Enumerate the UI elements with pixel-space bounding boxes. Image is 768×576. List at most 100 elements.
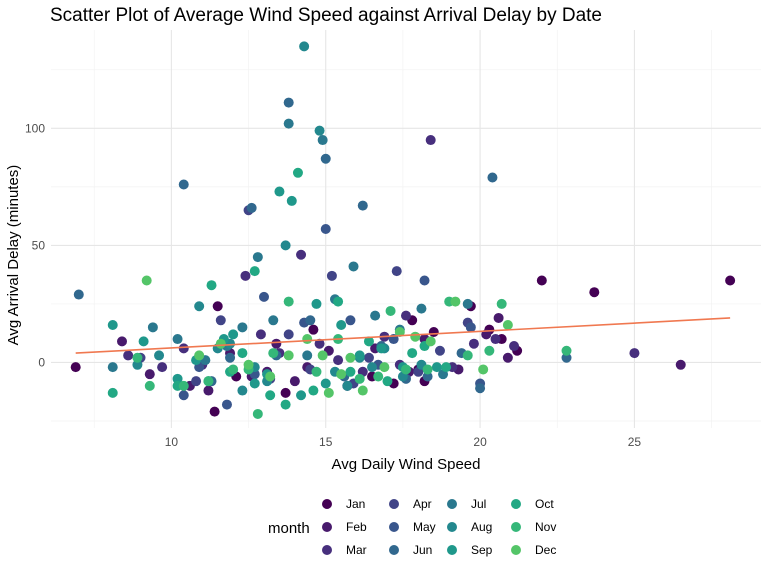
x-tick-label: 25 [628,435,642,449]
data-point-oct [249,266,260,277]
legend-label-aug: Aug [471,520,492,534]
data-point-dec [345,352,356,363]
data-point-nov [178,380,189,391]
data-point-oct [407,348,418,359]
data-point-sep [320,378,331,389]
data-point-nov [385,305,396,316]
data-point-mar [425,135,436,146]
data-point-aug [132,359,143,370]
data-point-jan [536,275,547,286]
data-point-nov [144,380,155,391]
data-point-feb [117,336,127,347]
data-point-jun [422,371,433,382]
data-point-jun [178,179,189,190]
legend-label-jun: Jun [413,543,432,557]
data-point-sep [431,362,442,373]
chart-title: Scatter Plot of Average Wind Speed again… [50,5,602,26]
data-point-nov [311,366,322,377]
y-tick-label: 0 [38,355,45,369]
data-point-dec [243,359,254,370]
data-point-nov [268,348,279,359]
legend-marker-oct [511,499,521,509]
data-point-jan [308,324,319,335]
legend-marker-sep [447,545,457,555]
data-point-mar [629,348,640,359]
data-point-apr [191,376,202,387]
data-point-jun [225,352,236,363]
data-point-jan [70,362,81,373]
data-point-sep [354,350,365,361]
data-point-may [221,399,232,410]
legend-label-may: May [413,520,436,534]
data-point-jul [147,322,158,333]
data-point-mar [401,310,411,321]
data-point-nov [561,345,572,356]
data-point-jun [73,289,84,300]
data-point-dec [194,350,205,361]
data-point-dec [357,385,368,396]
data-point-dec [302,334,313,345]
data-point-mar [296,249,307,260]
x-tick-label: 10 [165,435,179,449]
data-point-jun [487,172,498,183]
data-point-feb [493,312,504,323]
legend-label-apr: Apr [413,497,432,511]
legend-marker-jun [389,545,399,555]
data-point-apr [215,315,226,326]
data-point-oct [292,167,303,178]
data-point-mar [509,341,520,352]
data-point-may [178,390,189,401]
legend-marker-jan [322,499,332,509]
data-point-may [320,224,331,234]
data-point-apr [283,329,294,340]
data-point-sep [138,336,149,347]
data-point-mar [255,329,266,340]
data-point-jul [107,362,118,373]
legend-marker-may [389,522,399,532]
legend-marker-dec [511,545,521,555]
data-point-mar [468,338,479,349]
data-point-jul [268,315,279,326]
data-point-jul [348,261,359,272]
legend-label-nov: Nov [535,520,556,534]
legend-marker-jul [447,499,457,509]
data-point-jun [305,315,316,326]
legend-label-dec: Dec [535,543,556,557]
data-point-oct [280,399,291,410]
data-point-oct [308,385,319,396]
data-point-dec [283,350,294,361]
data-point-mar [123,350,134,361]
data-point-dec [425,336,436,347]
legend-title: month [268,520,310,537]
legend-label-sep: Sep [471,543,493,557]
data-point-jul [237,322,248,333]
legend-label-feb: Feb [346,520,367,534]
data-point-jan [212,301,223,312]
legend-marker-nov [511,522,521,532]
data-point-jun [475,383,486,394]
data-point-aug [299,41,310,52]
data-point-oct [237,348,248,359]
data-point-jul [172,334,183,345]
data-point-aug [314,125,325,136]
data-point-feb [675,359,686,370]
data-point-dec [502,319,513,330]
data-point-dec [215,338,226,349]
data-point-apr [434,345,445,356]
data-point-nov [283,296,294,307]
y-tick-label: 50 [32,238,46,252]
grid-lines [51,30,761,428]
data-point-apr [363,352,374,363]
data-point-aug [194,301,205,312]
data-point-oct [206,280,217,291]
data-point-sep [249,378,260,389]
data-point-mar [157,362,168,373]
legend-marker-apr [389,499,399,509]
legend-label-jul: Jul [471,497,486,511]
data-point-jul [370,310,381,321]
data-point-jan [209,406,220,417]
data-point-jul [462,298,473,309]
legend: month Jan Feb Mar Apr May Jun Jul Aug Sep Oct Nov D… [268,497,556,557]
data-point-nov [354,373,365,384]
data-point-mar [240,270,251,281]
